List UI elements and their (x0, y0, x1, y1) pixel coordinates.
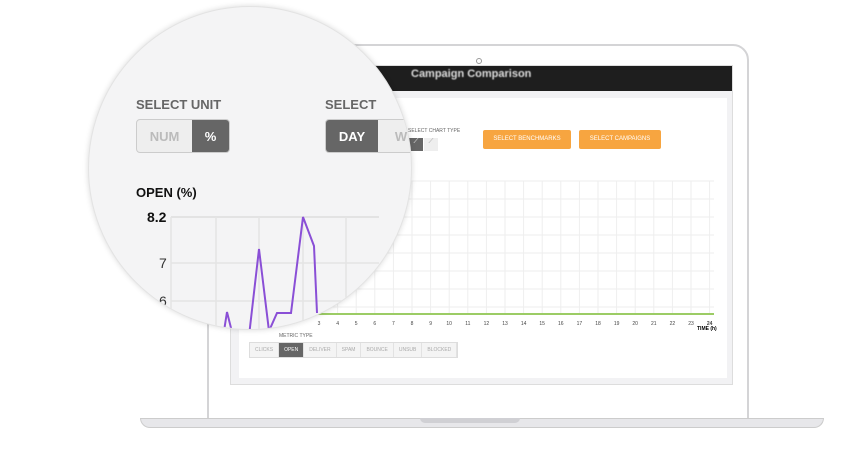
x-tick: 18 (595, 321, 601, 327)
metric-tab-spam[interactable]: SPAM (336, 343, 362, 357)
x-tick: 5 (355, 321, 358, 327)
metric-type-label: METRIC TYPE (279, 333, 313, 339)
x-tick: 11 (465, 321, 470, 327)
magnifier-lens: SELECT UNIT NUM % SELECT DAY W OPEN (%) … (88, 6, 412, 330)
chart-title: OPEN (%) (136, 185, 197, 200)
x-tick: 20 (632, 321, 638, 327)
camera-icon (476, 58, 482, 64)
x-tick: 8 (411, 321, 414, 327)
x-tick: 9 (429, 321, 432, 327)
x-tick: 6 (373, 321, 376, 327)
x-tick: 24 (707, 321, 713, 327)
select-unit-label: SELECT UNIT (136, 97, 222, 112)
metric-tab-deliver[interactable]: DELIVER (304, 343, 337, 357)
metric-tab-bounce[interactable]: BOUNCE (361, 343, 394, 357)
x-tick: 14 (521, 321, 527, 327)
x-tick: 15 (539, 321, 545, 327)
x-tick: 23 (688, 321, 694, 327)
x-tick: 19 (614, 321, 620, 327)
x-axis-label: TIME (h) (697, 326, 717, 332)
period-day-option[interactable]: DAY (326, 120, 378, 152)
select-benchmarks-button[interactable]: SELECT BENCHMARKS (483, 130, 571, 149)
line-chart-icon[interactable]: ⟋ (409, 138, 423, 151)
x-tick: 10 (446, 321, 452, 327)
y-tick: 7 (159, 255, 167, 271)
x-tick: 16 (558, 321, 564, 327)
x-tick: 4 (336, 321, 339, 327)
open-rate-chart (170, 216, 379, 329)
metric-tab-blocked[interactable]: BLOCKED (422, 343, 458, 357)
chart-type-label: SELECT CHART TYPE (408, 128, 461, 134)
metric-tab-open[interactable]: OPEN (279, 343, 305, 357)
page-title: Campaign Comparison (411, 68, 532, 80)
y-tick: 8.2 (147, 209, 167, 225)
laptop-notch (420, 418, 520, 423)
period-toggle: DAY W (325, 119, 411, 153)
open-rate-series-line (223, 216, 318, 329)
period-week-option[interactable]: W (394, 128, 408, 144)
area-chart-icon[interactable]: ⟋ (424, 138, 438, 151)
metric-tab-unsub[interactable]: UNSUB (393, 343, 423, 357)
metric-tab-clicks[interactable]: CLICKS (250, 343, 280, 357)
x-tick: 17 (577, 321, 583, 327)
x-tick: 21 (651, 321, 657, 327)
unit-toggle: NUM % (136, 119, 230, 153)
x-tick: 3 (318, 321, 321, 327)
x-tick: 7 (392, 321, 395, 327)
select-period-label: SELECT (325, 97, 377, 112)
metric-tabs: CLICKS OPEN DELIVER SPAM BOUNCE UNSUB BLOCKED (249, 342, 459, 358)
unit-percent-option[interactable]: % (192, 120, 229, 152)
unit-num-option[interactable]: NUM (149, 128, 180, 144)
select-campaigns-button[interactable]: SELECT CAMPAIGNS (579, 130, 661, 149)
x-tick: 13 (502, 321, 508, 327)
y-tick: 6 (159, 293, 167, 309)
x-tick: 22 (670, 321, 676, 327)
x-tick: 12 (484, 321, 490, 327)
